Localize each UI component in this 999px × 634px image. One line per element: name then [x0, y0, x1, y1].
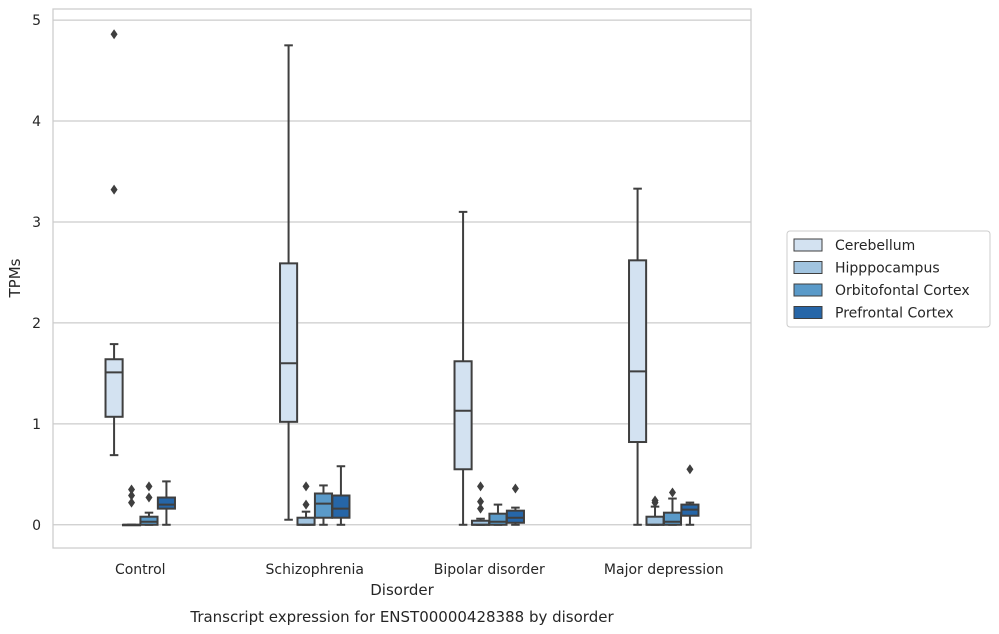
- y-axis-label: TPMs: [6, 258, 24, 298]
- box-group: [104, 29, 124, 457]
- box-group: [628, 187, 648, 526]
- outlier-marker: [302, 499, 310, 510]
- outlier-marker: [302, 481, 310, 492]
- y-tick-label: 3: [32, 215, 41, 231]
- x-tick-label: Control: [115, 562, 166, 578]
- legend-frame: [786, 230, 991, 328]
- box-iqr: [628, 259, 648, 444]
- box-iqr: [488, 512, 508, 526]
- outlier-marker: [511, 483, 519, 494]
- x-axis-label: Disorder: [370, 581, 434, 599]
- y-tick-labels: 0 1 2 3 4 5: [32, 13, 41, 534]
- y-tick-label: 0: [32, 518, 41, 534]
- box-iqr: [104, 358, 124, 418]
- outlier-marker: [110, 184, 118, 195]
- y-tick-label: 1: [32, 417, 41, 433]
- box-iqr: [453, 360, 473, 471]
- x-tick-labels: Control Schizophrenia Bipolar disorder Majo…: [115, 562, 724, 578]
- legend-swatch: [793, 261, 823, 274]
- y-tick-label: 4: [32, 114, 41, 130]
- x-tick-label: Bipolar disorder: [434, 562, 545, 578]
- outlier-marker: [128, 484, 136, 495]
- box-group: [156, 480, 176, 526]
- box-iqr: [156, 496, 176, 510]
- box-group: [296, 481, 316, 526]
- legend: Cerebellum Hipppocampus Orbitofontal Corte…: [786, 230, 991, 328]
- box-iqr: [505, 509, 525, 524]
- outlier-marker: [128, 490, 136, 501]
- box-group: [662, 487, 683, 526]
- legend-label: Cerebellum: [835, 238, 915, 254]
- legend-label: Hipppocampus: [835, 261, 940, 277]
- box-group: [470, 481, 491, 526]
- box-iqr: [313, 492, 334, 519]
- outlier-marker: [686, 464, 694, 475]
- box-iqr: [279, 262, 299, 423]
- legend-label: Orbitofontal Cortex: [835, 283, 970, 299]
- outlier-marker: [651, 495, 659, 506]
- outlier-marker: [110, 29, 118, 40]
- outlier-marker: [477, 503, 485, 514]
- box-iqr: [645, 515, 665, 526]
- outlier-marker: [668, 487, 676, 498]
- legend-label: Prefrontal Cortex: [835, 306, 954, 322]
- x-tick-label: Major depression: [604, 562, 724, 578]
- outlier-marker: [477, 481, 485, 492]
- outlier-marker: [145, 481, 153, 492]
- x-tick-label: Schizophrenia: [266, 562, 364, 578]
- plot-frame: [52, 8, 752, 549]
- box-group: [453, 210, 473, 526]
- legend-swatch: [793, 306, 823, 319]
- box-group: [645, 495, 665, 526]
- y-tick-label: 5: [32, 13, 41, 29]
- box-iqr: [331, 494, 351, 519]
- box-group: [680, 464, 700, 526]
- legend-swatch: [793, 283, 823, 297]
- outlier-marker: [477, 496, 485, 507]
- box-iqr: [296, 516, 316, 526]
- box-group: [505, 483, 525, 526]
- box-group: [279, 44, 299, 521]
- box-plots: [104, 29, 700, 527]
- outlier-marker: [145, 492, 153, 503]
- box-group: [139, 481, 159, 526]
- legend-swatch: [793, 238, 823, 252]
- outlier-marker: [128, 497, 136, 508]
- chart-caption: Transcript expression for ENST0000042838…: [189, 608, 614, 626]
- box-group: [331, 465, 351, 526]
- box-iqr: [139, 515, 159, 526]
- y-tick-label: 2: [32, 316, 41, 332]
- box-group: [121, 484, 142, 527]
- box-iqr: [662, 511, 683, 526]
